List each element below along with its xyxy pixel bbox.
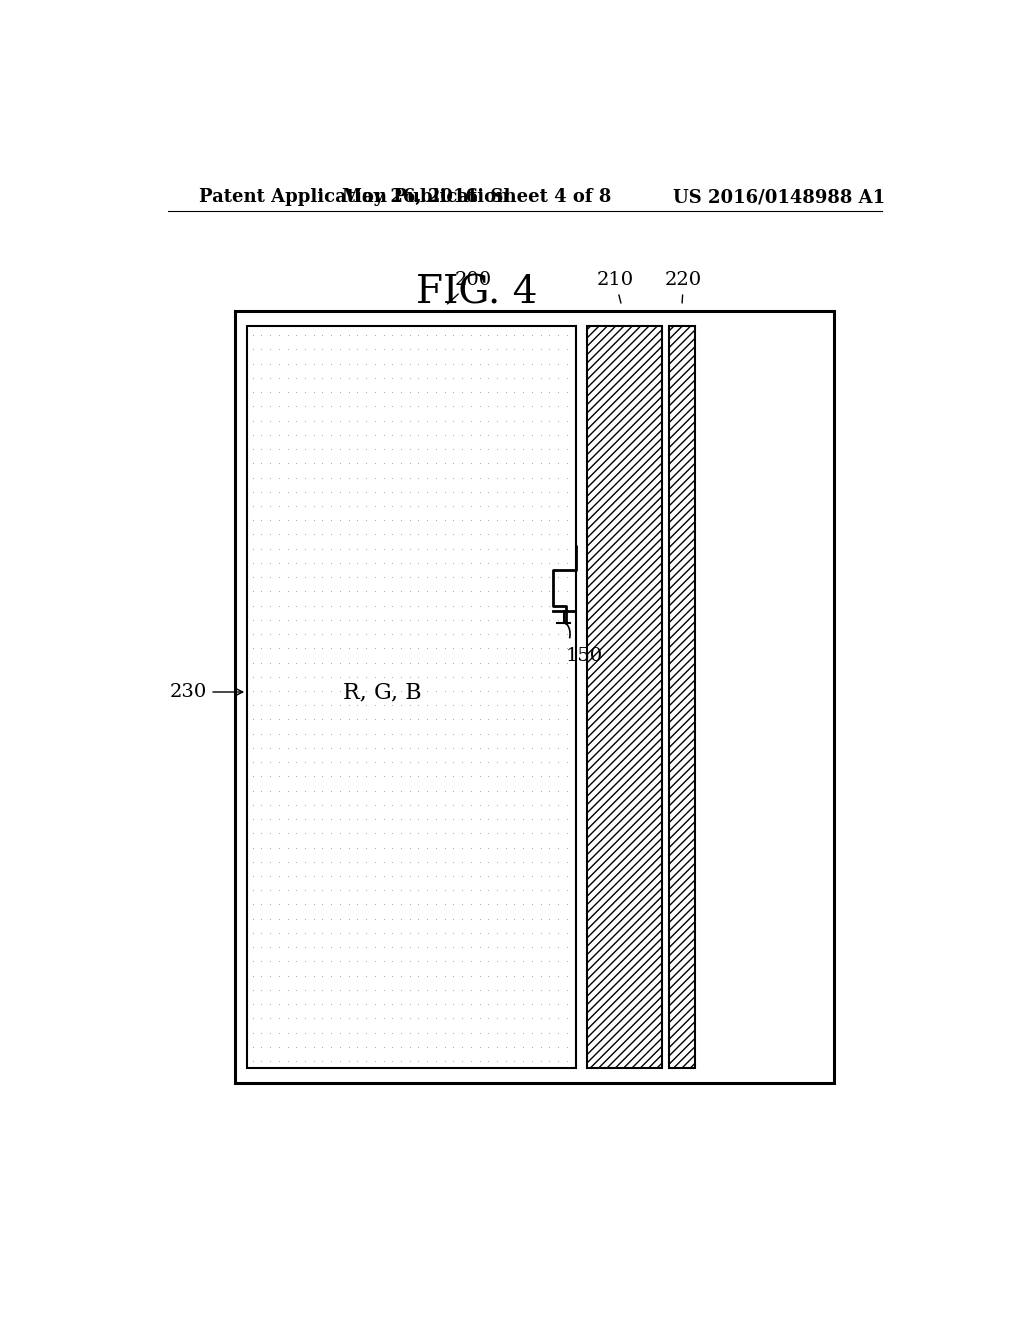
Text: US 2016/0148988 A1: US 2016/0148988 A1 [673, 187, 885, 206]
Text: Patent Application Publication: Patent Application Publication [200, 187, 510, 206]
Text: 200: 200 [447, 272, 492, 304]
Text: 220: 220 [665, 272, 702, 304]
Text: 230: 230 [170, 682, 243, 701]
Bar [670, 326, 694, 1068]
Text: May 26, 2016  Sheet 4 of 8: May 26, 2016 Sheet 4 of 8 [342, 187, 612, 206]
Bar [236, 312, 835, 1084]
Text: FIG. 4: FIG. 4 [417, 275, 538, 312]
Text: 150: 150 [566, 647, 603, 665]
Text: R, G, B: R, G, B [343, 681, 421, 704]
Bar [587, 326, 663, 1068]
Text: 210: 210 [597, 272, 634, 304]
Bar [247, 326, 577, 1068]
